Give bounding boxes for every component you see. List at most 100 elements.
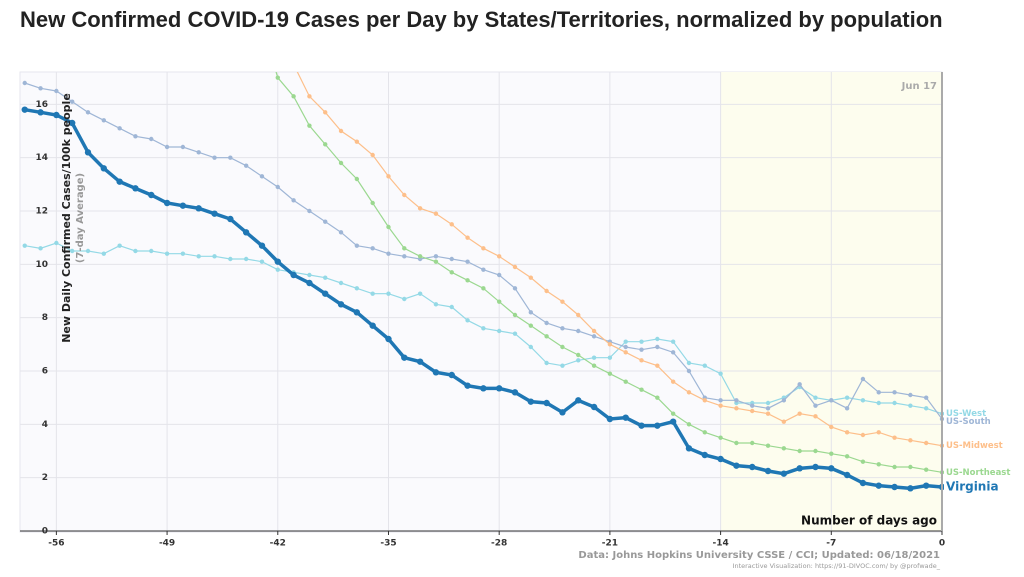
- data-point: [623, 339, 628, 344]
- data-point: [180, 144, 186, 150]
- data-point: [892, 390, 897, 395]
- data-point: [527, 398, 535, 405]
- data-point: [669, 418, 677, 425]
- data-point: [606, 415, 614, 423]
- data-point: [417, 291, 423, 296]
- data-point: [749, 463, 756, 471]
- data-point: [734, 440, 739, 446]
- data-point: [259, 259, 265, 264]
- data-point: [465, 259, 470, 264]
- data-point: [307, 94, 312, 99]
- data-point: [386, 251, 391, 256]
- data-point: [432, 369, 440, 376]
- data-point: [764, 467, 772, 475]
- data-point: [38, 86, 43, 91]
- data-point: [496, 328, 502, 334]
- data-point: [433, 259, 439, 264]
- data-point: [116, 178, 123, 185]
- data-point: [655, 363, 660, 368]
- data-point: [639, 339, 644, 344]
- data-point: [402, 254, 407, 259]
- x-tick-label: -7: [826, 539, 836, 549]
- data-point: [528, 344, 534, 350]
- data-point: [481, 246, 486, 251]
- data-point: [686, 390, 692, 395]
- data-point: [402, 192, 407, 198]
- data-point: [117, 243, 122, 248]
- data-point: [670, 379, 676, 384]
- data-point: [496, 254, 502, 259]
- y-axis-sublabel: (7-day Average): [75, 173, 86, 263]
- data-point: [323, 275, 328, 280]
- data-point: [591, 355, 597, 360]
- data-point: [923, 467, 929, 472]
- data-point: [686, 360, 692, 366]
- data-point: [576, 328, 581, 334]
- series-end-label: Virginia: [946, 480, 999, 494]
- data-point: [718, 371, 723, 376]
- data-point: [260, 22, 264, 26]
- data-point: [750, 403, 755, 408]
- data-point: [543, 399, 550, 407]
- data-point: [702, 430, 707, 435]
- x-tick-label: -35: [380, 539, 396, 549]
- data-point: [512, 331, 518, 336]
- data-point: [844, 454, 850, 459]
- data-point: [401, 354, 408, 361]
- x-tick-label: -14: [712, 539, 728, 549]
- data-point: [433, 302, 439, 307]
- data-point: [449, 270, 454, 275]
- data-point: [622, 414, 629, 421]
- series-end-label: US-West: [946, 409, 986, 419]
- data-point: [323, 142, 328, 147]
- data-point: [922, 482, 930, 489]
- data-point: [860, 376, 866, 382]
- data-point: [733, 462, 740, 469]
- data-point: [163, 199, 171, 207]
- data-point: [876, 390, 881, 395]
- data-point: [718, 435, 723, 440]
- data-point: [654, 422, 661, 429]
- data-point: [22, 243, 27, 248]
- data-point: [132, 185, 139, 192]
- data-point: [686, 422, 692, 427]
- data-point: [337, 301, 345, 308]
- data-point: [196, 150, 201, 155]
- data-point: [607, 371, 613, 376]
- data-point: [907, 485, 914, 492]
- data-point: [449, 222, 454, 227]
- data-point: [85, 248, 91, 254]
- data-point: [496, 272, 502, 278]
- data-point: [386, 224, 391, 230]
- data-point: [433, 211, 439, 216]
- series-end-label: US-Northeast: [946, 468, 1010, 478]
- data-point: [22, 80, 27, 86]
- data-point: [38, 246, 43, 251]
- data-point: [386, 174, 391, 179]
- x-tick-label: -42: [270, 539, 286, 549]
- data-point: [306, 279, 313, 287]
- data-point: [701, 451, 708, 459]
- data-point: [307, 272, 312, 278]
- x-tick-label: 0: [939, 539, 945, 549]
- data-point: [734, 398, 739, 403]
- data-point: [196, 254, 201, 259]
- source-note: Data: Johns Hopkins University CSSE / CC…: [578, 550, 940, 561]
- x-tick-label: -28: [491, 539, 507, 549]
- data-point: [54, 240, 59, 246]
- data-point: [68, 119, 76, 127]
- y-tick-label: 2: [42, 473, 48, 483]
- data-point: [416, 358, 424, 365]
- data-point: [892, 435, 897, 440]
- data-point: [307, 123, 312, 128]
- data-point: [908, 403, 913, 408]
- data-point: [133, 134, 138, 139]
- data-point: [765, 406, 771, 411]
- data-point: [528, 310, 534, 315]
- data-point: [860, 459, 866, 464]
- data-point: [781, 419, 787, 424]
- data-point: [718, 398, 723, 403]
- data-point: [844, 395, 850, 400]
- data-point: [259, 174, 265, 179]
